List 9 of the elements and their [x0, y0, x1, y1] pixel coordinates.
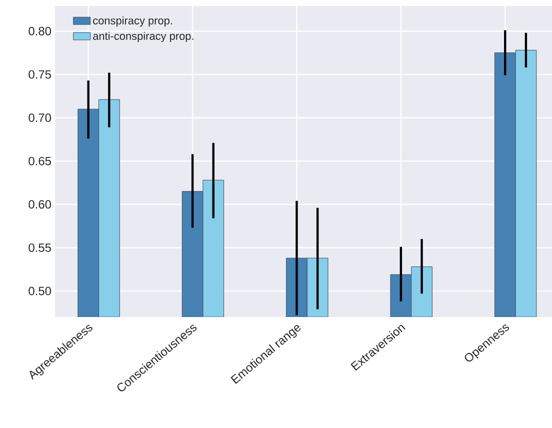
legend-label: conspiracy prop. [93, 16, 172, 27]
y-tick-label: 0.60 [28, 200, 52, 209]
legend-label: anti-conspiracy prop. [93, 32, 194, 42]
y-tick-label: 0.75 [28, 70, 51, 79]
y-tick-label: 0.55 [28, 243, 51, 252]
y-tick-label: 0.50 [28, 286, 52, 296]
y-tick-label: 0.70 [28, 114, 52, 122]
y-tick-label: 0.80 [28, 26, 52, 36]
y-tick-label: 0.65 [28, 156, 51, 166]
